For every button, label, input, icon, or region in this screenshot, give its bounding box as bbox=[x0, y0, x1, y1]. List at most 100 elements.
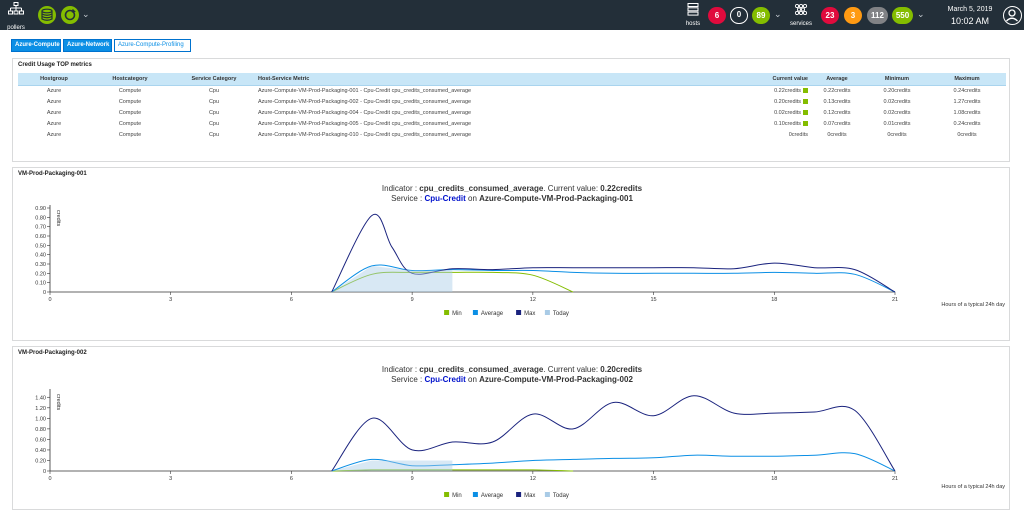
y-tick-label: 0.10 bbox=[35, 281, 46, 287]
x-tick-label: 6 bbox=[290, 476, 293, 482]
x-tick-label: 0 bbox=[48, 476, 51, 482]
status-ok-square-icon bbox=[803, 120, 808, 126]
col-service-category[interactable]: Service Category bbox=[170, 73, 258, 86]
table-row[interactable]: Azure Compute Cpu Azure-Compute-VM-Prod-… bbox=[18, 85, 1006, 96]
hosts-menu[interactable]: hosts bbox=[683, 3, 703, 28]
legend-swatch-today[interactable] bbox=[544, 492, 550, 497]
cell-minimum: 0.02credits bbox=[883, 109, 911, 116]
cell-average: 0.12credits bbox=[823, 109, 851, 116]
cell-metric: Azure-Compute-VM-Prod-Packaging-002 - Cp… bbox=[258, 98, 472, 105]
cell-minimum: 0.20credits bbox=[883, 87, 911, 94]
hosts-down-badge[interactable]: 6 bbox=[708, 7, 726, 24]
legend-label-average[interactable]: Average bbox=[481, 493, 504, 499]
database-icon[interactable] bbox=[38, 6, 56, 24]
chart-panel-vm-prod-packaging-002: VM-Prod-Packaging-002 Indicator : cpu_cr… bbox=[12, 346, 1010, 510]
cell-current-value: 0.10credits bbox=[748, 118, 808, 129]
legend-swatch-average[interactable] bbox=[472, 492, 478, 497]
x-tick-label: 18 bbox=[771, 297, 777, 303]
y-tick-label: 0.20 bbox=[35, 271, 46, 277]
legend-label-max[interactable]: Max bbox=[524, 493, 535, 499]
service-name-link[interactable]: Cpu-Credit bbox=[424, 375, 466, 384]
top-navigation-bar: pollers ⌄ hosts 6 0 89 ⌄ bbox=[0, 0, 1024, 31]
x-tick-label: 21 bbox=[892, 476, 898, 482]
y-tick-label: 0.80 bbox=[35, 427, 46, 433]
legend-swatch-max[interactable] bbox=[516, 492, 522, 497]
legend-label-max[interactable]: Max bbox=[524, 311, 535, 317]
col-current-value[interactable]: Current value bbox=[748, 73, 808, 86]
hosts-chevron-down-icon[interactable]: ⌄ bbox=[774, 9, 782, 19]
chevron-down-icon[interactable]: ⌄ bbox=[82, 9, 90, 19]
pollers-menu[interactable]: pollers bbox=[4, 2, 28, 34]
y-tick-label: 1.20 bbox=[35, 406, 46, 412]
col-hostgroup[interactable]: Hostgroup bbox=[18, 73, 90, 86]
table-row[interactable]: Azure Compute Cpu Azure-Compute-VM-Prod-… bbox=[18, 129, 1006, 140]
legend-label-today[interactable]: Today bbox=[553, 311, 569, 317]
cell-maximum: 1.27credits bbox=[953, 98, 981, 105]
col-hostcategory[interactable]: Hostcategory bbox=[90, 73, 170, 86]
series-average-line bbox=[331, 264, 896, 293]
services-warning-badge[interactable]: 3 bbox=[844, 7, 862, 24]
status-ok-square-icon bbox=[803, 109, 808, 115]
services-ok-badge[interactable]: 550 bbox=[892, 7, 913, 24]
series-min-line bbox=[331, 469, 574, 472]
metrics-table: Hostgroup Hostcategory Service Category … bbox=[18, 73, 1006, 140]
chart-indicator-line: Indicator : cpu_credits_consumed_average… bbox=[382, 365, 643, 374]
legend-label-min[interactable]: Min bbox=[452, 311, 462, 317]
services-label: services bbox=[789, 21, 812, 27]
user-profile-icon[interactable] bbox=[1003, 6, 1022, 25]
legend-label-average[interactable]: Average bbox=[481, 311, 504, 317]
services-unknown-badge[interactable]: 112 bbox=[867, 7, 888, 24]
y-axis-label: credits bbox=[55, 394, 61, 410]
col-minimum[interactable]: Minimum bbox=[866, 73, 928, 86]
col-average[interactable]: Average bbox=[808, 73, 866, 86]
indicator-name: cpu_credits_consumed_average bbox=[419, 184, 544, 193]
legend-swatch-min[interactable] bbox=[444, 492, 450, 497]
current-value-text: 0.20credits bbox=[774, 98, 801, 105]
cell-metric: Azure-Compute-VM-Prod-Packaging-004 - Cp… bbox=[258, 109, 472, 116]
cell-current-value: 0credits bbox=[748, 129, 808, 140]
col-host-service-metric[interactable]: Host-Service Metric bbox=[258, 73, 748, 86]
table-row[interactable]: Azure Compute Cpu Azure-Compute-VM-Prod-… bbox=[18, 107, 1006, 118]
y-tick-label: 0 bbox=[43, 290, 46, 296]
services-menu[interactable]: services bbox=[788, 3, 814, 28]
series-max-line bbox=[331, 213, 896, 293]
table-row[interactable]: Azure Compute Cpu Azure-Compute-VM-Prod-… bbox=[18, 96, 1006, 107]
tab-azure-network[interactable]: Azure-Network bbox=[63, 39, 112, 52]
cell-hostgroup: Azure bbox=[46, 120, 62, 127]
cell-average: 0.22credits bbox=[823, 87, 851, 94]
refresh-status-icon[interactable] bbox=[61, 6, 79, 24]
legend-swatch-today[interactable] bbox=[544, 310, 550, 315]
legend-swatch-average[interactable] bbox=[472, 310, 478, 315]
legend-swatch-min[interactable] bbox=[444, 310, 450, 315]
services-critical-badge[interactable]: 23 bbox=[821, 7, 839, 24]
services-icon bbox=[794, 3, 808, 16]
service-name-link[interactable]: Cpu-Credit bbox=[424, 194, 466, 203]
host-name: Azure-Compute-VM-Prod-Packaging-001 bbox=[479, 194, 633, 203]
hosts-unreachable-badge[interactable]: 0 bbox=[730, 7, 748, 24]
cell-metric: Azure-Compute-VM-Prod-Packaging-010 - Cp… bbox=[258, 131, 472, 138]
cell-hostcategory: Compute bbox=[118, 98, 142, 105]
y-tick-label: 0.40 bbox=[35, 448, 46, 454]
col-maximum[interactable]: Maximum bbox=[928, 73, 1006, 86]
cell-hostcategory: Compute bbox=[118, 131, 142, 138]
cell-average: 0.13credits bbox=[823, 98, 851, 105]
cell-average: 0credits bbox=[827, 131, 847, 138]
y-tick-label: 0 bbox=[43, 469, 46, 475]
table-header-row: Hostgroup Hostcategory Service Category … bbox=[18, 73, 1006, 86]
tab-azure-compute-profiling[interactable]: Azure-Compute-Profiling bbox=[114, 39, 191, 52]
y-tick-label: 0.50 bbox=[35, 243, 46, 249]
current-value: 0.20credits bbox=[600, 365, 642, 374]
x-tick-label: 0 bbox=[48, 297, 51, 303]
cell-hostgroup: Azure bbox=[46, 98, 62, 105]
indicator-label: Indicator : bbox=[382, 184, 419, 193]
tab-azure-compute[interactable]: Azure-Compute bbox=[11, 39, 61, 52]
table-row[interactable]: Azure Compute Cpu Azure-Compute-VM-Prod-… bbox=[18, 118, 1006, 129]
x-tick-label: 9 bbox=[411, 297, 414, 303]
hosts-up-badge[interactable]: 89 bbox=[752, 7, 770, 24]
services-chevron-down-icon[interactable]: ⌄ bbox=[917, 9, 925, 19]
cell-service-category: Cpu bbox=[208, 120, 220, 127]
legend-label-min[interactable]: Min bbox=[452, 493, 462, 499]
legend-label-today[interactable]: Today bbox=[553, 493, 569, 499]
legend-swatch-max[interactable] bbox=[516, 310, 522, 315]
y-tick-label: 0.60 bbox=[35, 234, 46, 240]
